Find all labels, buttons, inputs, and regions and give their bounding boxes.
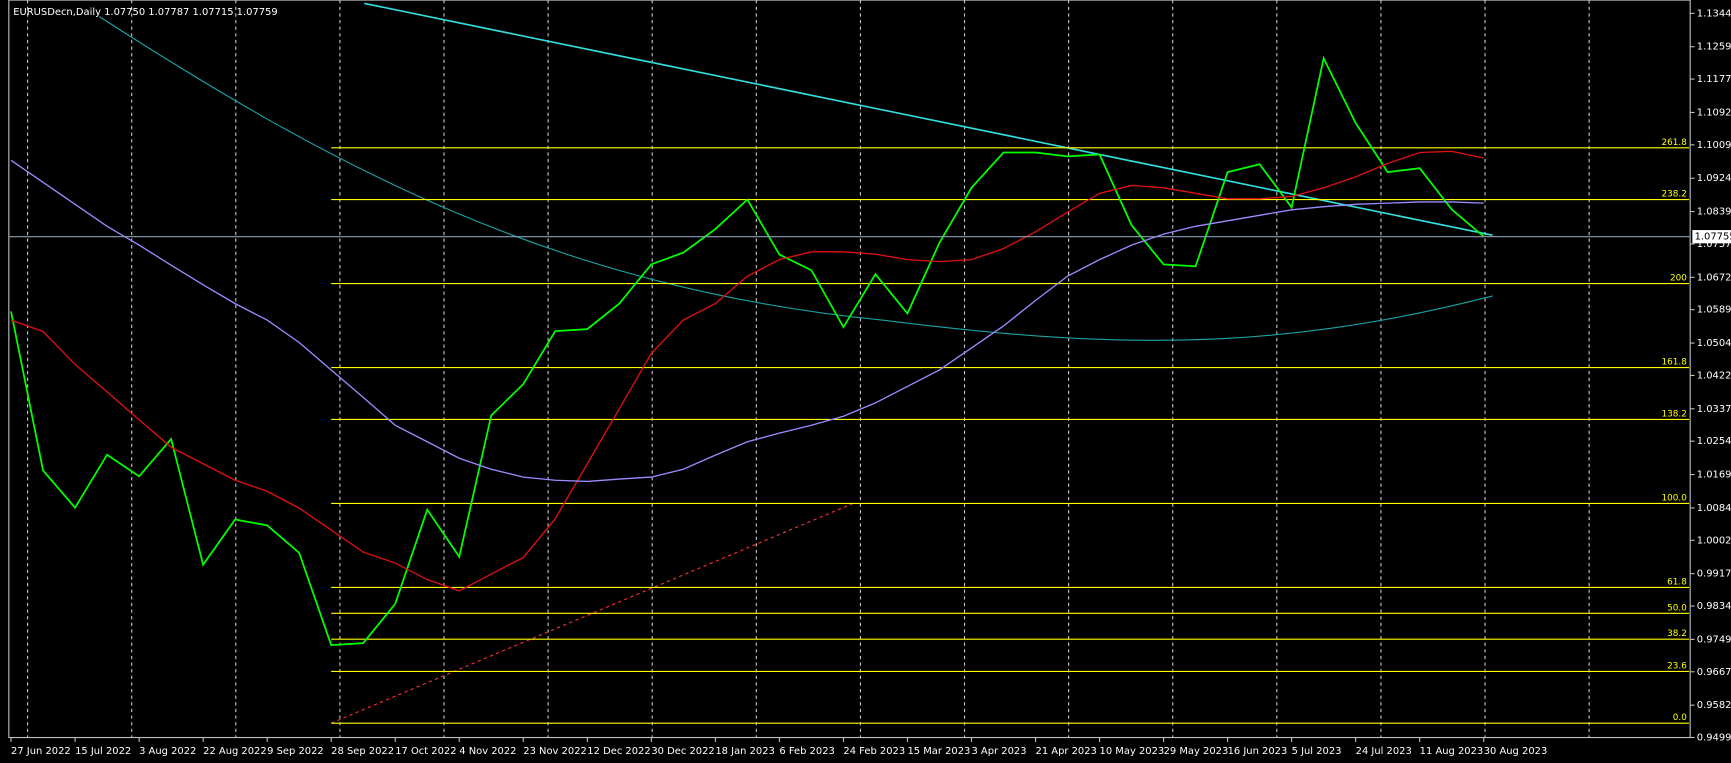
fib-label: 200 [1670, 274, 1687, 284]
x-tick-label: 6 Feb 2023 [779, 746, 834, 757]
y-tick-label: 1.00845 [1697, 503, 1731, 514]
fib-label: 23.6 [1667, 661, 1687, 671]
y-tick-label: 1.12595 [1697, 42, 1731, 53]
x-tick-label: 3 Aug 2022 [139, 746, 196, 757]
y-tick-label: 1.13445 [1697, 8, 1731, 19]
price-line [10, 55, 1485, 647]
fib-label: 161.8 [1662, 358, 1688, 368]
dotted-trend-line [330, 501, 856, 724]
moving-average [10, 159, 1484, 483]
x-tick-label: 3 Apr 2023 [971, 746, 1026, 757]
y-tick-label: 1.02545 [1697, 436, 1731, 447]
fib-label: 38.2 [1667, 629, 1687, 639]
plot-border [8, 0, 1691, 739]
y-tick-label: 1.05045 [1697, 338, 1731, 349]
y-tick-label: 0.98345 [1697, 601, 1731, 612]
x-tick-label: 15 Mar 2023 [907, 746, 970, 757]
x-tick-label: 4 Nov 2022 [459, 746, 516, 757]
x-tick-label: 30 Aug 2023 [1484, 746, 1548, 757]
moving-average [10, 150, 1484, 592]
y-tick-label: 1.11770 [1697, 74, 1731, 85]
x-tick-label: 23 Nov 2022 [523, 746, 587, 757]
x-tick-label: 30 Dec 2022 [651, 746, 714, 757]
fib-label: 100.0 [1662, 493, 1688, 503]
x-tick-label: 15 Jul 2022 [75, 746, 131, 757]
x-tick-label: 27 Jun 2022 [11, 746, 71, 757]
x-tick-label: 17 Oct 2022 [395, 746, 456, 757]
fib-label: 261.8 [1662, 138, 1688, 148]
long-moving-average [99, 16, 1493, 341]
fib-label: 238.2 [1662, 190, 1687, 200]
current-price-box [1692, 230, 1731, 244]
x-tick-label: 5 Jul 2023 [1292, 746, 1342, 757]
y-tick-label: 1.03370 [1697, 404, 1731, 415]
fib-label: 61.8 [1667, 577, 1687, 587]
y-tick-label: 0.94995 [1697, 733, 1731, 744]
x-tick-label: 11 Aug 2023 [1420, 746, 1484, 757]
fib-label: 0.0 [1673, 713, 1687, 723]
y-tick-label: 1.09245 [1697, 173, 1731, 184]
x-tick-label: 10 May 2023 [1100, 746, 1165, 757]
trend-line [364, 2, 1493, 237]
x-tick-label: 18 Jan 2023 [715, 746, 774, 757]
x-tick-label: 28 Sep 2022 [331, 746, 394, 757]
x-tick-label: 12 Dec 2022 [587, 746, 650, 757]
current-price-label: 1.07755 [1695, 232, 1731, 243]
y-tick-label: 1.07570 [1697, 239, 1731, 250]
x-tick-label: 24 Jul 2023 [1356, 746, 1412, 757]
x-tick-label: 22 Aug 2022 [203, 746, 267, 757]
x-tick-label: 16 Jun 2023 [1228, 746, 1288, 757]
y-tick-label: 1.10095 [1697, 140, 1731, 151]
y-tick-label: 1.04220 [1697, 370, 1731, 381]
fib-label: 138.2 [1662, 409, 1687, 419]
y-tick-label: 1.08395 [1697, 207, 1731, 218]
y-tick-label: 1.10920 [1697, 107, 1731, 118]
fib-label: 50.0 [1667, 603, 1687, 613]
x-tick-label: 21 Apr 2023 [1036, 746, 1097, 757]
chart-title: EURUSDecn,Daily 1.07750 1.07787 1.07715 … [13, 7, 277, 18]
y-tick-label: 0.97495 [1697, 634, 1731, 645]
y-tick-label: 1.01695 [1697, 470, 1731, 481]
x-tick-label: 9 Sep 2022 [267, 746, 324, 757]
x-tick-label: 29 May 2023 [1164, 746, 1229, 757]
x-tick-label: 24 Feb 2023 [843, 746, 905, 757]
y-tick-label: 1.05895 [1697, 305, 1731, 316]
y-tick-label: 1.06720 [1697, 272, 1731, 283]
